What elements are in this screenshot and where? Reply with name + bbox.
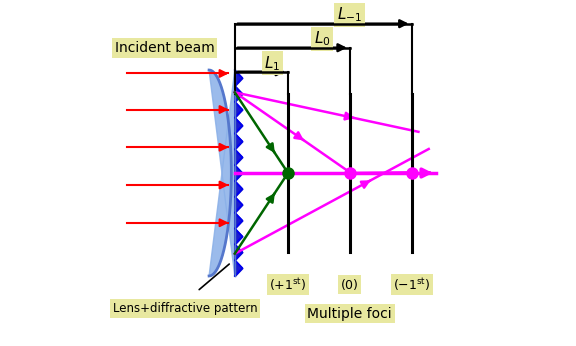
Text: $(-1^{\rm st})$: $(-1^{\rm st})$	[393, 276, 430, 293]
Text: $L_{-1}$: $L_{-1}$	[337, 6, 362, 25]
Text: $(0)$: $(0)$	[340, 277, 359, 292]
Text: Lens+diffractive pattern: Lens+diffractive pattern	[113, 302, 257, 315]
Text: Incident beam: Incident beam	[115, 41, 214, 55]
Text: $L_0$: $L_0$	[314, 30, 331, 48]
Text: $(+1^{\rm st})$: $(+1^{\rm st})$	[269, 276, 307, 293]
Text: $L_1$: $L_1$	[264, 54, 281, 73]
Polygon shape	[209, 70, 235, 276]
Text: Multiple foci: Multiple foci	[308, 307, 392, 321]
